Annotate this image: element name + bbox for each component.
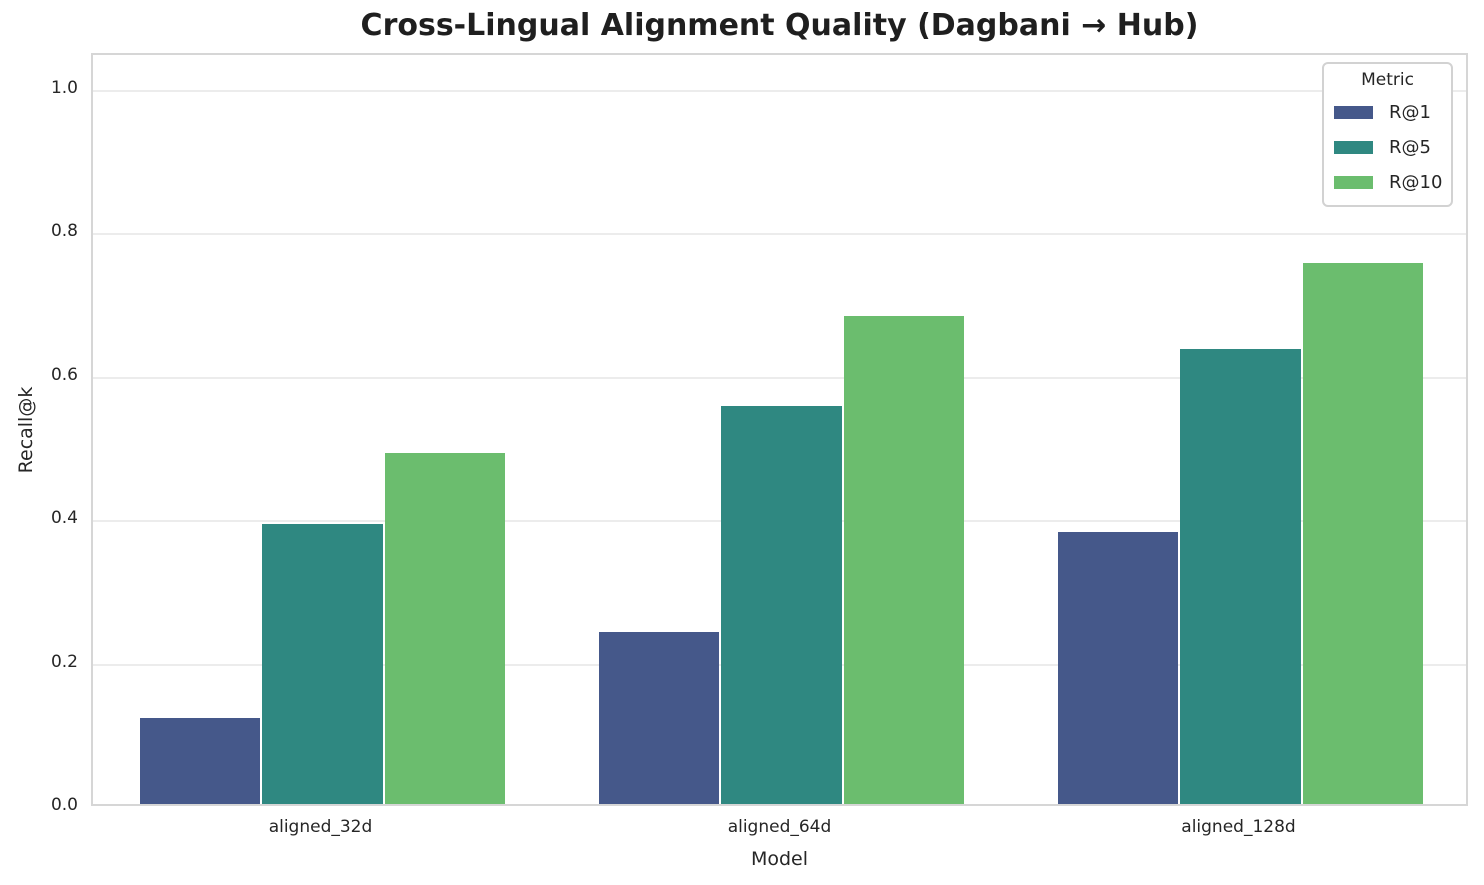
legend-swatch-icon <box>1334 140 1373 154</box>
bar-aligned_64d-R@5 <box>721 406 842 804</box>
xtick-label-aligned_32d: aligned_32d <box>268 817 373 837</box>
bar-aligned_64d-R@1 <box>598 631 720 804</box>
legend-items: R@1 R@5 R@10 <box>1334 99 1443 195</box>
xtick-label-aligned_128d: aligned_128d <box>1181 817 1296 837</box>
ytick-label-0.6: 0.6 <box>50 364 78 385</box>
ytick-label-0.0: 0.0 <box>50 795 78 815</box>
legend-title: Metric <box>1361 70 1414 90</box>
bar-aligned_32d-R@1 <box>139 717 261 804</box>
ytick-label-0.4: 0.4 <box>50 508 78 529</box>
legend-item-R@1: R@1 <box>1334 99 1441 125</box>
gridline-y-1.0 <box>93 89 1466 92</box>
bar-aligned_128d-R@1 <box>1057 531 1179 804</box>
bar-aligned_32d-R@10 <box>384 452 506 804</box>
bar-aligned_128d-R@5 <box>1180 348 1301 804</box>
gridline-y-0.8 <box>93 233 1466 236</box>
ytick-label-0.2: 0.2 <box>50 651 78 672</box>
legend: Metric R@1 R@5 R@10 <box>1322 62 1453 207</box>
bar-aligned_64d-R@10 <box>843 316 965 804</box>
bar-aligned_32d-R@5 <box>262 524 383 804</box>
legend-swatch-icon <box>1334 105 1373 119</box>
legend-label: R@5 <box>1389 136 1431 158</box>
gridline-y-0.6 <box>93 376 1466 379</box>
ytick-label-0.8: 0.8 <box>50 221 78 242</box>
ytick-label-1.0: 1.0 <box>50 77 78 98</box>
legend-item-R@10: R@10 <box>1334 169 1443 195</box>
plot-area <box>91 53 1468 806</box>
legend-item-R@5: R@5 <box>1334 134 1441 160</box>
legend-label: R@10 <box>1389 171 1443 193</box>
bar-aligned_128d-R@10 <box>1302 262 1424 804</box>
chart-title: Cross-Lingual Alignment Quality (Dagbani… <box>360 8 1199 43</box>
x-axis-label: Model <box>750 848 809 870</box>
legend-label: R@1 <box>1389 101 1431 123</box>
legend-swatch-icon <box>1334 175 1373 189</box>
xtick-label-aligned_64d: aligned_64d <box>727 817 832 837</box>
y-axis-label: Recall@k <box>15 386 37 474</box>
